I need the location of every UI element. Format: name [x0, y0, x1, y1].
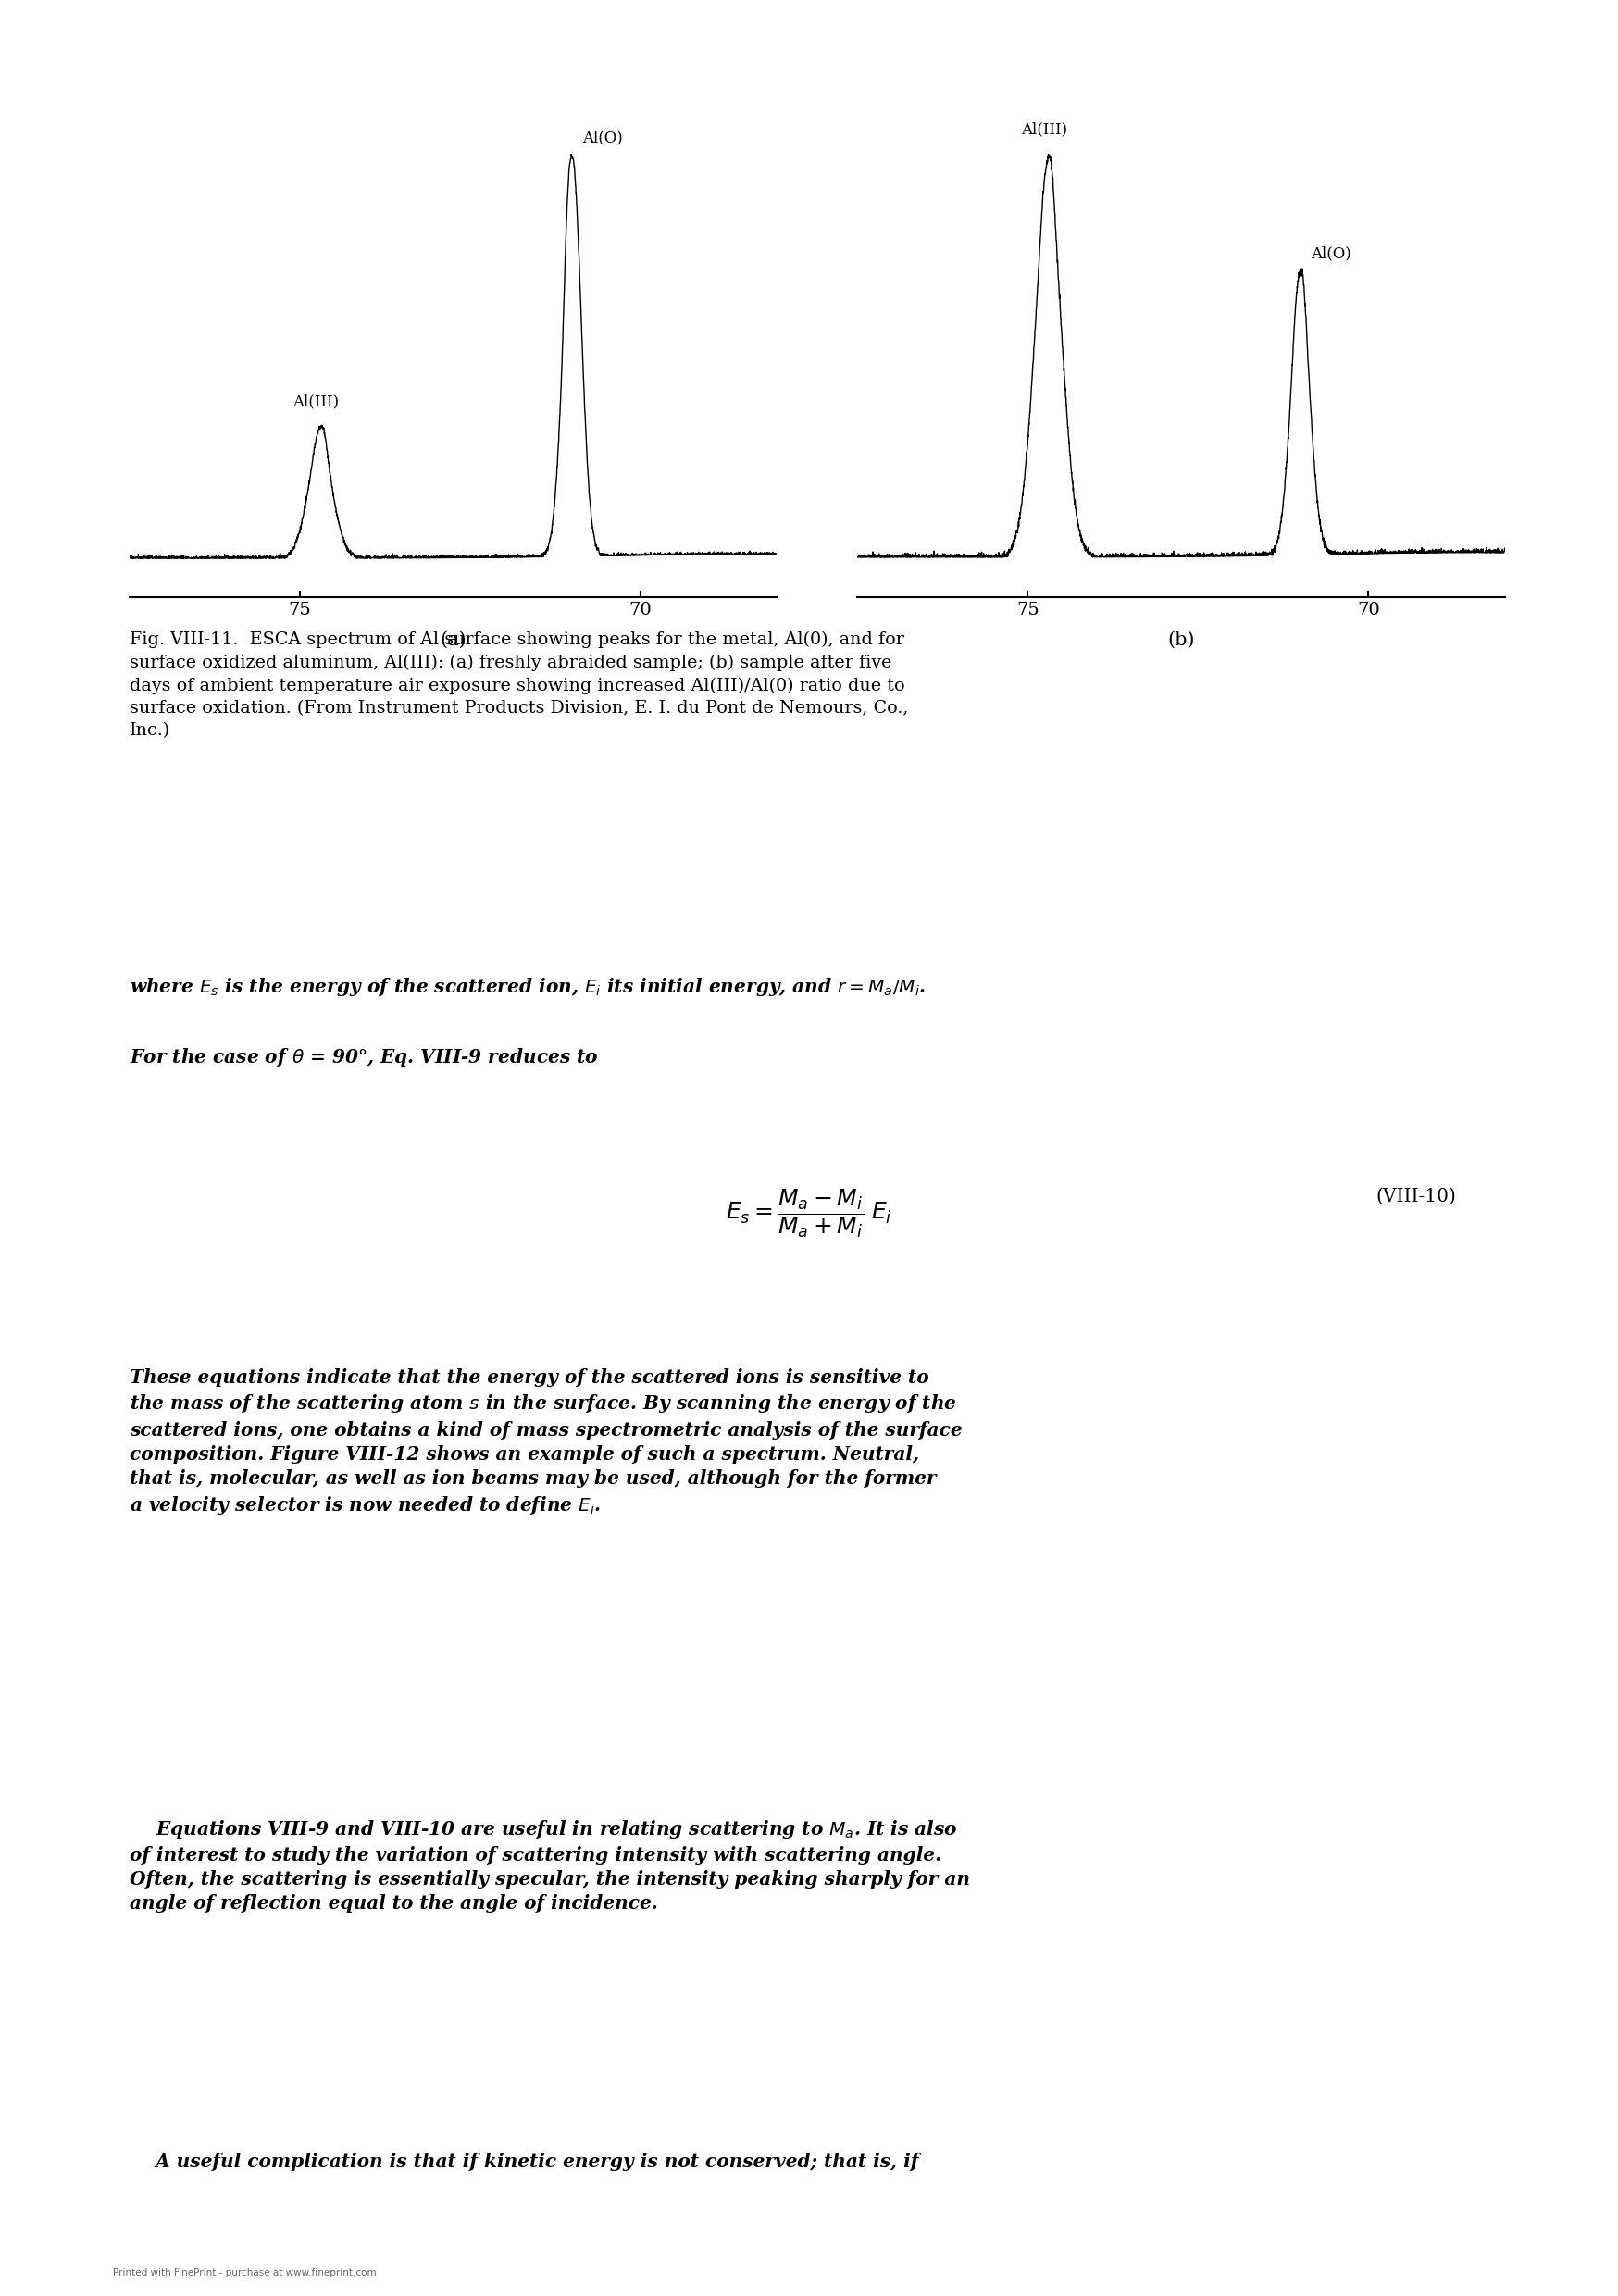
- X-axis label: (a): (a): [440, 631, 466, 647]
- X-axis label: (b): (b): [1168, 631, 1194, 647]
- Text: Fig. VIII-11.  ESCA spectrum of Al surface showing peaks for the metal, Al(0), a: Fig. VIII-11. ESCA spectrum of Al surfac…: [129, 631, 908, 739]
- Text: Printed with FinePrint - purchase at www.fineprint.com: Printed with FinePrint - purchase at www…: [113, 2268, 377, 2278]
- Text: Equations VIII-9 and VIII-10 are useful in relating scattering to $\mathit{M_a}$: Equations VIII-9 and VIII-10 are useful …: [129, 1818, 969, 1913]
- Text: A useful complication is that if kinetic energy is not conserved; that is, if: A useful complication is that if kinetic…: [129, 2151, 919, 2170]
- Text: Al(O): Al(O): [1311, 246, 1351, 262]
- Text: Al(III): Al(III): [1021, 122, 1068, 138]
- Text: (VIII-10): (VIII-10): [1375, 1187, 1456, 1205]
- Text: These equations indicate that the energy of the scattered ions is sensitive to
t: These equations indicate that the energy…: [129, 1368, 963, 1515]
- Text: For the case of $\theta$ = 90°, Eq. VIII-9 reduces to: For the case of $\theta$ = 90°, Eq. VIII…: [129, 1047, 599, 1068]
- Text: where $\mathit{E_s}$ is the energy of the scattered ion, $\mathit{E_i}$ its init: where $\mathit{E_s}$ is the energy of th…: [129, 976, 925, 999]
- Text: $E_s = \dfrac{M_a - M_i}{M_a + M_i} \; E_i$: $E_s = \dfrac{M_a - M_i}{M_a + M_i} \; E…: [726, 1187, 892, 1240]
- Text: Al(III): Al(III): [293, 395, 340, 411]
- Text: Al(O): Al(O): [582, 131, 623, 147]
